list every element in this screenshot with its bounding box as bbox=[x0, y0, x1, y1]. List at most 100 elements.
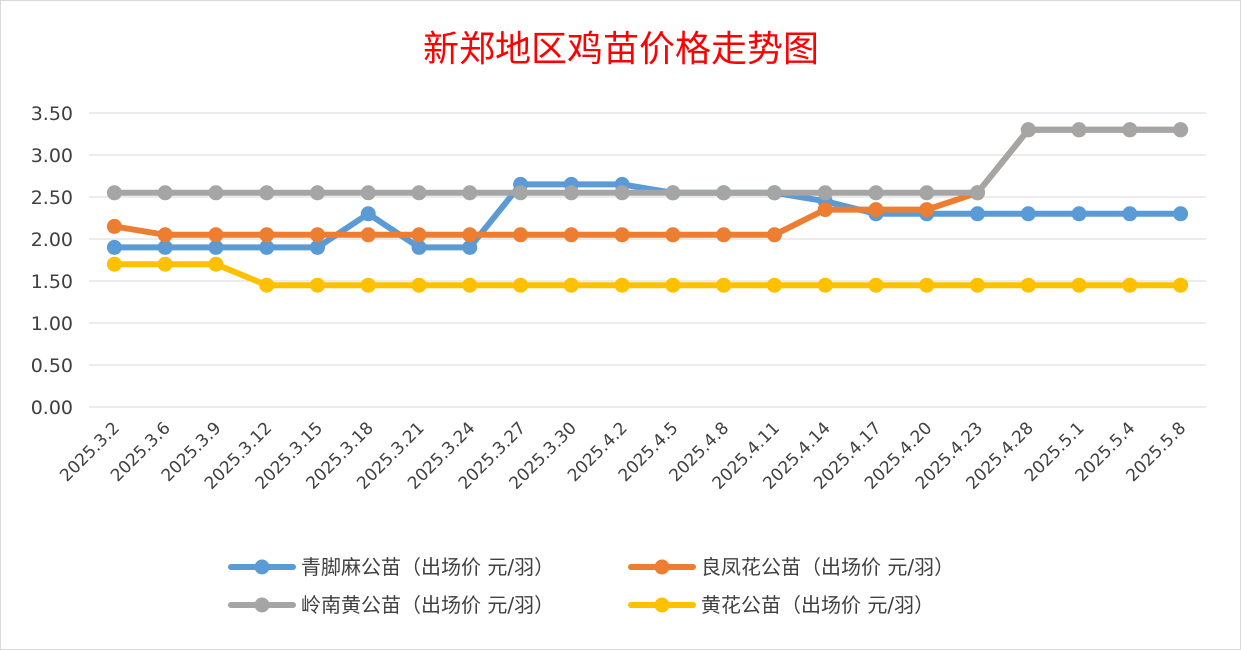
legend-item-3: 岭南黄公苗（出场价 元/羽） bbox=[228, 593, 554, 617]
y-tick-label: 2.50 bbox=[31, 187, 73, 209]
data-point bbox=[614, 277, 630, 293]
data-point bbox=[1071, 122, 1087, 138]
y-tick-label: 1.00 bbox=[31, 313, 73, 335]
data-point bbox=[157, 239, 173, 255]
data-point bbox=[208, 185, 224, 201]
data-point bbox=[563, 227, 579, 243]
data-point bbox=[766, 185, 782, 201]
y-tick-label: 2.00 bbox=[31, 229, 73, 251]
data-point bbox=[817, 185, 833, 201]
legend-label: 黄花公苗（出场价 元/羽） bbox=[701, 593, 934, 617]
y-axis-ticks: 0.00 0.50 1.00 1.50 2.00 2.50 3.00 3.50 bbox=[31, 103, 73, 419]
series-layer bbox=[106, 122, 1189, 293]
series-line bbox=[111, 261, 1184, 289]
y-tick-label: 0.00 bbox=[31, 397, 73, 419]
y-tick-label: 0.50 bbox=[31, 355, 73, 377]
data-point bbox=[817, 202, 833, 218]
data-point bbox=[716, 277, 732, 293]
data-point bbox=[462, 185, 478, 201]
legend-label: 岭南黄公苗（出场价 元/羽） bbox=[301, 593, 554, 617]
series-line bbox=[111, 181, 1184, 251]
data-point bbox=[766, 227, 782, 243]
data-point bbox=[970, 277, 986, 293]
x-axis-ticks: 2025.3.22025.3.62025.3.92025.3.122025.3.… bbox=[56, 418, 1190, 493]
data-point bbox=[970, 206, 986, 222]
data-point bbox=[1173, 122, 1189, 138]
data-point bbox=[614, 185, 630, 201]
data-point bbox=[462, 227, 478, 243]
data-point bbox=[513, 185, 529, 201]
data-point bbox=[462, 277, 478, 293]
data-point bbox=[360, 206, 376, 222]
data-point bbox=[614, 227, 630, 243]
data-point bbox=[157, 185, 173, 201]
data-point bbox=[868, 277, 884, 293]
series-3 bbox=[106, 122, 1189, 201]
data-point bbox=[1173, 206, 1189, 222]
data-point bbox=[106, 218, 122, 234]
data-point bbox=[360, 277, 376, 293]
chart-title: 新郑地区鸡苗价格走势图 bbox=[423, 29, 819, 70]
legend-swatch-marker bbox=[254, 559, 270, 575]
y-tick-label: 3.00 bbox=[31, 145, 73, 167]
series-2 bbox=[106, 122, 1189, 243]
data-point bbox=[868, 202, 884, 218]
data-point bbox=[919, 185, 935, 201]
data-point bbox=[208, 227, 224, 243]
data-point bbox=[411, 277, 427, 293]
data-point bbox=[259, 277, 275, 293]
data-point bbox=[259, 227, 275, 243]
data-point bbox=[411, 239, 427, 255]
data-point bbox=[411, 227, 427, 243]
data-point bbox=[411, 185, 427, 201]
legend-item-4: 黄花公苗（出场价 元/羽） bbox=[628, 593, 934, 617]
legend-item-2: 良凤花公苗（出场价 元/羽） bbox=[628, 555, 954, 579]
data-point bbox=[665, 185, 681, 201]
data-point bbox=[106, 185, 122, 201]
legend-label: 良凤花公苗（出场价 元/羽） bbox=[701, 555, 954, 579]
series-4 bbox=[106, 256, 1189, 293]
data-point bbox=[360, 227, 376, 243]
data-point bbox=[716, 185, 732, 201]
data-point bbox=[360, 185, 376, 201]
data-point bbox=[208, 239, 224, 255]
data-point bbox=[1173, 277, 1189, 293]
data-point bbox=[1122, 206, 1138, 222]
data-point bbox=[309, 239, 325, 255]
data-point bbox=[106, 256, 122, 272]
data-point bbox=[1020, 122, 1036, 138]
data-point bbox=[919, 202, 935, 218]
data-point bbox=[309, 277, 325, 293]
data-point bbox=[970, 185, 986, 201]
data-point bbox=[1122, 122, 1138, 138]
legend: 青脚麻公苗（出场价 元/羽） 良凤花公苗（出场价 元/羽） 岭南黄公苗（出场价 元/… bbox=[228, 555, 954, 617]
data-point bbox=[513, 227, 529, 243]
data-point bbox=[157, 227, 173, 243]
data-point bbox=[665, 227, 681, 243]
data-point bbox=[462, 239, 478, 255]
legend-swatch-marker bbox=[654, 597, 670, 613]
data-point bbox=[563, 185, 579, 201]
legend-swatch-marker bbox=[254, 597, 270, 613]
data-point bbox=[716, 227, 732, 243]
data-point bbox=[817, 277, 833, 293]
data-point bbox=[259, 239, 275, 255]
data-point bbox=[157, 256, 173, 272]
series-line bbox=[111, 126, 1184, 238]
data-point bbox=[1071, 206, 1087, 222]
data-point bbox=[208, 256, 224, 272]
data-point bbox=[665, 277, 681, 293]
data-point bbox=[259, 185, 275, 201]
series-line bbox=[111, 126, 1184, 196]
grid-layer bbox=[89, 112, 1206, 408]
data-point bbox=[309, 227, 325, 243]
legend-swatch-marker bbox=[654, 559, 670, 575]
data-point bbox=[919, 277, 935, 293]
data-point bbox=[1020, 206, 1036, 222]
data-point bbox=[309, 185, 325, 201]
data-point bbox=[1122, 277, 1138, 293]
legend-item-1: 青脚麻公苗（出场价 元/羽） bbox=[228, 555, 554, 579]
data-point bbox=[513, 277, 529, 293]
